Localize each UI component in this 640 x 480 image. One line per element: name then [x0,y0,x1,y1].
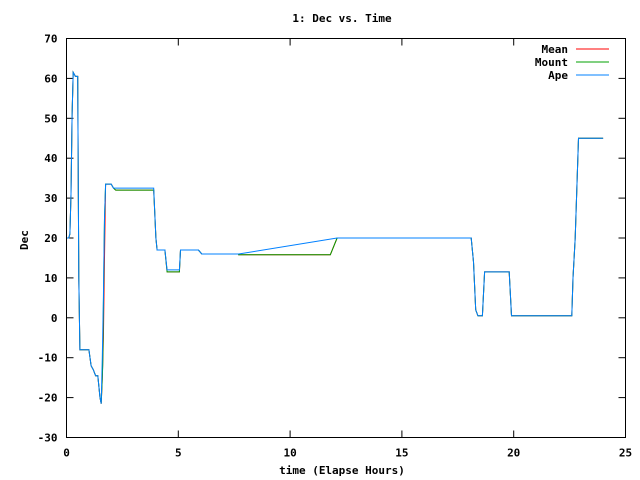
y-tick-label: 50 [44,112,57,125]
x-tick-label: 25 [619,447,632,460]
y-tick-label: 10 [44,272,57,285]
legend-label-mean: Mean [542,43,569,56]
plot-series [66,70,604,404]
y-tick-label: -30 [38,432,58,445]
x-tick-label: 0 [63,447,70,460]
y-tick-label: 30 [44,192,57,205]
legend-label-ape: Ape [548,69,568,82]
y-tick-label: 70 [44,33,57,46]
chart-title: 1: Dec vs. Time [292,12,392,25]
y-tick-label: -10 [38,352,58,365]
axis-ticks: 0 5 10 15 20 25 -30 -20 -10 0 10 20 30 40 50 60 70 [38,33,633,460]
y-tick-label: 20 [44,232,57,245]
x-axis-label: time (Elapse Hours) [279,464,405,477]
x-tick-label: 15 [395,447,408,460]
y-tick-label: 40 [44,152,57,165]
plot-frame [66,38,626,438]
x-tick-label: 20 [507,447,520,460]
y-tick-label: -20 [38,392,58,405]
legend-label-mount: Mount [535,56,568,69]
y-axis-label: Dec [18,230,31,250]
x-tick-label: 10 [283,447,296,460]
x-tick-label: 5 [175,447,182,460]
series-line-ape [66,70,604,404]
y-tick-label: 0 [51,312,58,325]
y-tick-label: 60 [44,72,57,85]
